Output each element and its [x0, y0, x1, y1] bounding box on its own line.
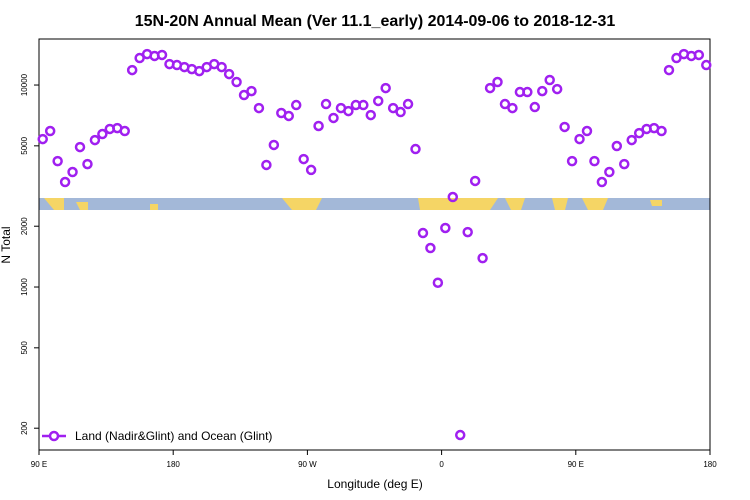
point	[268, 139, 280, 151]
y-axis-label: N Total	[0, 226, 13, 263]
point	[156, 49, 168, 61]
point	[134, 52, 145, 64]
point	[97, 128, 108, 140]
y-tick-label: 1000	[20, 278, 29, 296]
point	[484, 82, 496, 94]
point	[701, 59, 712, 71]
point	[410, 143, 421, 155]
point	[537, 85, 548, 97]
point	[462, 226, 473, 238]
point	[44, 125, 56, 137]
point	[447, 191, 459, 203]
point	[372, 95, 384, 107]
point	[626, 134, 637, 146]
x-tick-label: 90 E	[31, 460, 47, 469]
point	[611, 140, 623, 152]
point	[559, 121, 570, 133]
point	[596, 176, 608, 188]
point	[417, 227, 429, 239]
point	[37, 133, 48, 145]
point	[454, 429, 466, 441]
point	[402, 98, 414, 110]
point	[529, 101, 541, 113]
point	[604, 166, 615, 178]
x-tick-label: 90 E	[568, 460, 584, 469]
point	[67, 166, 78, 178]
point	[194, 65, 205, 77]
point	[231, 76, 242, 88]
point	[507, 102, 518, 114]
point	[589, 155, 600, 167]
point	[656, 125, 667, 137]
point	[74, 141, 86, 153]
point	[343, 105, 354, 117]
point	[633, 127, 645, 139]
point	[663, 64, 675, 76]
point	[425, 242, 436, 254]
chart-title: 15N-20N Annual Mean (Ver 11.1_early) 201…	[135, 13, 616, 30]
point	[59, 176, 71, 188]
point	[246, 85, 257, 97]
point	[358, 99, 369, 111]
point	[440, 222, 451, 234]
point	[313, 120, 324, 132]
point	[693, 49, 705, 61]
point	[432, 277, 444, 288]
map-strip	[39, 198, 710, 210]
legend-label: Land (Nadir&Glint) and Ocean (Glint)	[75, 429, 272, 443]
point	[477, 252, 488, 264]
point	[551, 83, 563, 95]
point	[387, 102, 399, 114]
point	[365, 109, 377, 121]
point	[305, 164, 317, 176]
point	[328, 112, 339, 124]
x-tick-label: 90 W	[298, 460, 317, 469]
point	[581, 125, 593, 137]
point	[320, 98, 332, 110]
point	[380, 82, 391, 94]
point	[223, 68, 235, 80]
point	[119, 125, 130, 137]
x-tick-label: 0	[439, 460, 444, 469]
point	[566, 155, 578, 167]
plot-frame	[38, 38, 711, 451]
point	[298, 153, 309, 165]
point	[574, 133, 585, 145]
point	[82, 158, 93, 170]
y-tick-label: 2000	[20, 217, 29, 235]
point	[492, 76, 503, 88]
y-tick-label: 10000	[20, 73, 29, 96]
y-tick-label: 5000	[20, 136, 29, 154]
point	[469, 175, 481, 187]
point	[619, 158, 630, 170]
point	[522, 86, 533, 98]
point	[52, 155, 63, 167]
point	[283, 110, 295, 122]
point	[671, 52, 682, 64]
y-tick-label: 500	[20, 341, 29, 355]
x-tick-label: 180	[167, 460, 181, 469]
legend-marker	[48, 430, 60, 442]
point	[89, 134, 101, 146]
y-tick-label: 200	[20, 421, 29, 435]
x-axis-label: Longitude (deg E)	[327, 477, 422, 491]
point	[216, 61, 227, 73]
point	[395, 106, 406, 118]
point	[499, 98, 511, 110]
point	[253, 102, 265, 114]
point	[126, 64, 138, 76]
point	[290, 99, 302, 111]
point	[544, 74, 555, 86]
x-tick-label: 180	[703, 460, 717, 469]
point	[261, 159, 272, 171]
